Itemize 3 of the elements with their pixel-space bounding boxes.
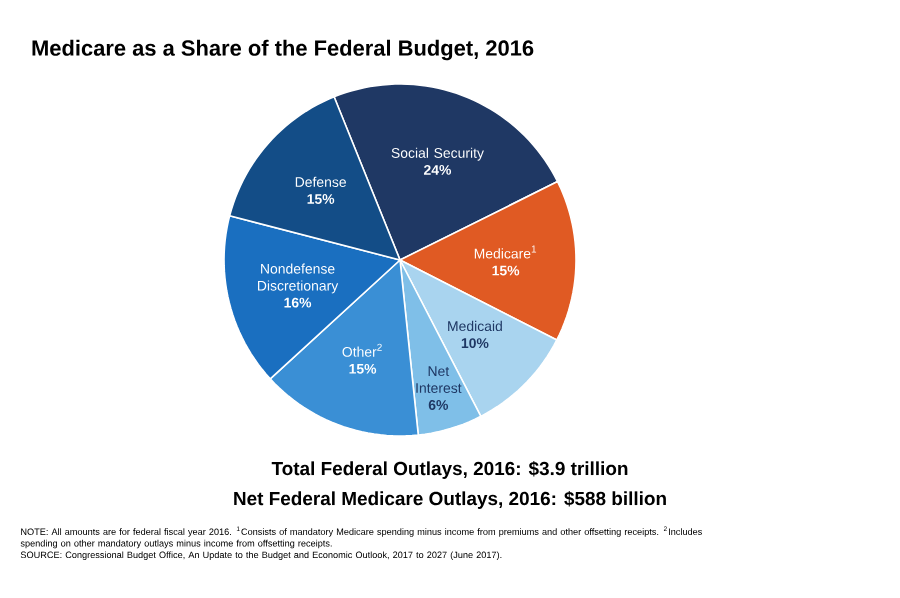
text: Total Federal Outlays, 2016: $3.9 trillion xyxy=(271,461,628,479)
chart-title: Medicare as a Share of the Federal Budget, 2016 xyxy=(32,39,534,61)
text: Net Federal Medicare Outlays, 2016: $588 billion xyxy=(234,491,666,509)
